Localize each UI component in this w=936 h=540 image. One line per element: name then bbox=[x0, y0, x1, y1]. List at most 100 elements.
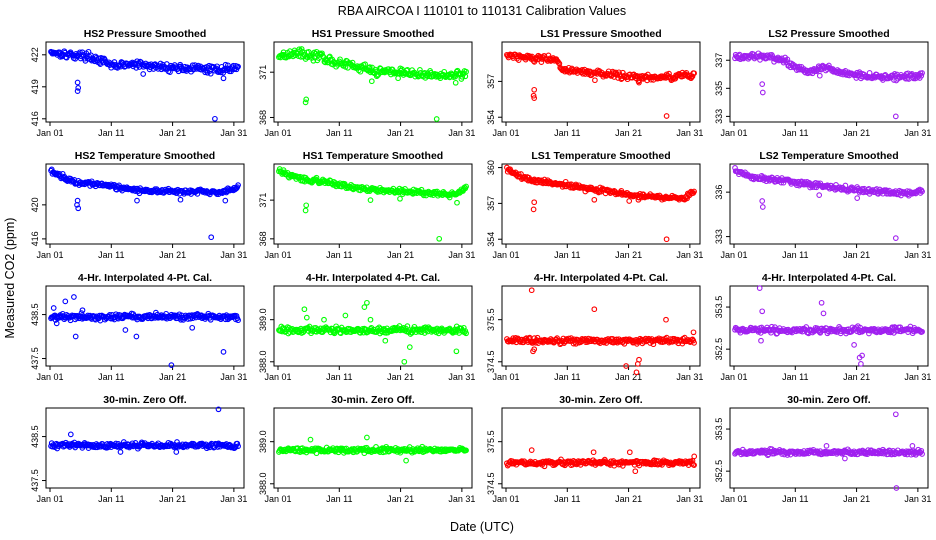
data-series bbox=[276, 46, 469, 122]
outlier-point bbox=[759, 204, 766, 210]
y-tick-label: 368 bbox=[258, 110, 268, 125]
outlier-point bbox=[453, 348, 460, 355]
outlier-point bbox=[189, 324, 196, 331]
outlier-point bbox=[364, 299, 370, 306]
outlier-point bbox=[528, 447, 535, 453]
plot-frame bbox=[273, 285, 473, 367]
x-tick-label: Jan 11 bbox=[98, 128, 124, 138]
panel-title: 30-min. Zero Off. bbox=[559, 394, 643, 406]
data-series bbox=[48, 294, 241, 368]
y-tick-label: 374.5 bbox=[486, 473, 496, 496]
outlier-point bbox=[531, 95, 538, 101]
y-tick-label: 416 bbox=[30, 111, 40, 126]
outlier-point bbox=[636, 356, 642, 363]
outlier-point bbox=[75, 205, 82, 212]
data-series bbox=[276, 434, 469, 464]
data-series bbox=[48, 48, 241, 122]
y-tick-label: 438.5 bbox=[30, 425, 40, 448]
chart-panel: 4-Hr. Interpolated 4-Pt. Cal. Jan 01 Jan 1… bbox=[258, 272, 475, 382]
outlier-point bbox=[307, 436, 314, 443]
chart-panel: HS1 Pressure Smoothed Jan 01 Jan 11 Jan 21 J… bbox=[258, 28, 475, 138]
y-tick-label: 374.5 bbox=[486, 351, 496, 374]
outlier-point bbox=[401, 358, 408, 365]
panel-title: 4-Hr. Interpolated 4-Pt. Cal. bbox=[306, 272, 440, 284]
data-point bbox=[691, 70, 697, 77]
outlier-point bbox=[758, 337, 764, 344]
outlier-point bbox=[531, 86, 538, 93]
outlier-point bbox=[321, 316, 327, 323]
outlier-point bbox=[361, 304, 368, 310]
plot-frame bbox=[501, 163, 701, 245]
outlier-point bbox=[690, 329, 697, 336]
outlier-point bbox=[759, 81, 766, 87]
outlier-point bbox=[397, 195, 403, 202]
chart-panel: HS1 Temperature Smoothed Jan 01 Jan 11 Jan … bbox=[258, 150, 475, 260]
outlier-point bbox=[74, 79, 81, 86]
outlier-point bbox=[892, 411, 899, 418]
y-tick-label: 368 bbox=[258, 231, 268, 246]
plot-frame bbox=[45, 163, 245, 245]
data-point bbox=[919, 70, 925, 76]
y-tick-label: 388.0 bbox=[258, 351, 268, 374]
x-tick-label: Jan 01 bbox=[720, 494, 747, 504]
data-series bbox=[48, 406, 241, 455]
x-tick-label: Jan 21 bbox=[387, 250, 414, 260]
y-tick-label: 437.5 bbox=[30, 469, 40, 492]
y-tick-label: 352.5 bbox=[714, 460, 724, 483]
outlier-point bbox=[626, 198, 633, 204]
chart-panel: LS1 Pressure Smoothed Jan 01 Jan 11 Jan 21 J… bbox=[486, 28, 703, 138]
outlier-point bbox=[454, 199, 460, 206]
data-series bbox=[504, 51, 697, 119]
data-point bbox=[691, 340, 697, 346]
data-point bbox=[59, 170, 66, 177]
outlier-point bbox=[626, 449, 633, 456]
x-tick-label: Jan 31 bbox=[220, 494, 247, 504]
x-tick-label: Jan 01 bbox=[492, 372, 519, 382]
y-tick-label: 375.5 bbox=[486, 308, 496, 331]
chart-panel: 4-Hr. Interpolated 4-Pt. Cal. Jan 01 Jan 1… bbox=[714, 272, 931, 382]
data-point bbox=[463, 330, 469, 337]
data-point bbox=[235, 63, 241, 70]
x-tick-label: Jan 31 bbox=[904, 372, 931, 382]
panel-title: LS2 Pressure Smoothed bbox=[768, 28, 889, 40]
panel-title: 4-Hr. Interpolated 4-Pt. Cal. bbox=[534, 272, 668, 284]
data-point bbox=[917, 190, 924, 196]
x-tick-label: Jan 21 bbox=[843, 250, 870, 260]
x-tick-label: Jan 01 bbox=[264, 128, 291, 138]
data-series bbox=[504, 287, 697, 376]
x-tick-label: Jan 01 bbox=[36, 250, 63, 260]
chart-panel: LS1 Temperature Smoothed Jan 01 Jan 11 Jan … bbox=[486, 150, 703, 260]
data-point bbox=[97, 61, 104, 67]
data-point bbox=[381, 325, 387, 332]
data-series bbox=[732, 411, 925, 491]
x-axis-label: Date (UTC) bbox=[450, 520, 514, 534]
data-series bbox=[732, 50, 925, 120]
y-axis-label: Measured CO2 (ppm) bbox=[3, 218, 17, 339]
chart-panel: 30-min. Zero Off. Jan 01 Jan 11 Jan 21 Jan 3… bbox=[714, 394, 931, 504]
x-tick-label: Jan 31 bbox=[448, 372, 475, 382]
data-series bbox=[276, 166, 469, 242]
data-point bbox=[919, 188, 925, 195]
x-tick-label: Jan 31 bbox=[448, 494, 475, 504]
panel-grid: HS2 Pressure Smoothed Jan 01 Jan 11 Jan 21 J… bbox=[30, 28, 931, 504]
y-tick-label: 416 bbox=[30, 231, 40, 246]
data-point bbox=[322, 59, 329, 66]
outlier-point bbox=[531, 199, 538, 206]
outlier-point bbox=[168, 362, 175, 368]
outlier-point bbox=[436, 235, 443, 242]
data-point bbox=[385, 66, 392, 72]
x-tick-label: Jan 11 bbox=[782, 494, 808, 504]
y-tick-label: 371 bbox=[258, 193, 268, 208]
outlier-point bbox=[623, 363, 629, 369]
y-tick-label: 437.5 bbox=[30, 347, 40, 370]
plot-frame bbox=[729, 285, 929, 367]
outlier-point bbox=[759, 308, 766, 315]
outlier-point bbox=[140, 71, 147, 77]
y-tick-label: 353.5 bbox=[714, 296, 724, 319]
outlier-point bbox=[208, 234, 215, 241]
panel-title: 4-Hr. Interpolated 4-Pt. Cal. bbox=[762, 272, 896, 284]
x-tick-label: Jan 31 bbox=[676, 128, 703, 138]
data-series bbox=[504, 447, 698, 475]
outlier-point bbox=[530, 92, 537, 99]
